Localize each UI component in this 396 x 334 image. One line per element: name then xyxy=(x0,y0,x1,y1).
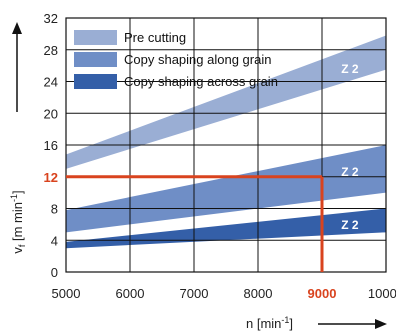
band-1 xyxy=(66,145,386,233)
y-tick-label-4: 16 xyxy=(44,138,58,153)
y-tick-label-3: 12 xyxy=(44,170,58,185)
x-tick-label-2: 7000 xyxy=(180,286,209,301)
y-tick-label-7: 28 xyxy=(44,43,58,58)
y-tick-label-8: 32 xyxy=(44,11,58,26)
band-0 xyxy=(66,35,386,169)
y-axis-label-mid: [m min xyxy=(10,202,25,245)
y-axis-arrow xyxy=(12,22,22,112)
legend-swatch-2 xyxy=(74,74,117,89)
y-tick-label-6: 24 xyxy=(44,75,58,90)
y-tick-label-2: 8 xyxy=(51,202,58,217)
y-axis-label-end: ] xyxy=(10,190,25,194)
band-labels: Z 2 Z 2 Z 2 xyxy=(341,62,359,232)
x-tick-label-1: 6000 xyxy=(116,286,145,301)
y-tick-label-5: 20 xyxy=(44,106,58,121)
x-axis-label-end: ] xyxy=(289,316,293,331)
legend: Pre cutting Copy shaping along grain Copy … xyxy=(74,30,278,89)
legend-label-1: Copy shaping along grain xyxy=(124,52,271,67)
highlight-lines xyxy=(66,175,324,272)
band-label-1: Z 2 xyxy=(341,165,359,179)
band-label-2: Z 2 xyxy=(341,218,359,232)
legend-swatch-1 xyxy=(74,52,117,67)
bands xyxy=(66,35,386,249)
y-axis-label: vf [m min-1] xyxy=(9,190,27,253)
y-axis-label-sup: -1 xyxy=(9,194,19,202)
x-axis-arrow xyxy=(318,319,387,329)
x-axis-label-sup: -1 xyxy=(281,315,289,325)
band-label-0: Z 2 xyxy=(341,62,359,76)
plot-frame xyxy=(65,17,387,273)
y-tick-label-1: 4 xyxy=(51,233,58,248)
x-tick-label-3: 8000 xyxy=(244,286,273,301)
x-tick-label-4: 9000 xyxy=(308,286,337,301)
y-axis-label-sub: f xyxy=(17,244,27,247)
y-tick-labels: 0 4 8 12 16 20 24 28 32 xyxy=(44,11,58,280)
x-tick-label-0: 5000 xyxy=(52,286,81,301)
grid xyxy=(66,18,386,272)
x-axis-label-base: n [min xyxy=(246,316,281,331)
band-2 xyxy=(66,208,386,249)
y-axis-label-base: v xyxy=(10,247,25,254)
legend-label-2: Copy shaping across grain xyxy=(124,74,278,89)
y-tick-label-0: 0 xyxy=(51,265,58,280)
x-axis-label: n [min-1] xyxy=(246,315,293,331)
legend-swatch-0 xyxy=(74,30,117,45)
legend-label-0: Pre cutting xyxy=(124,30,186,45)
